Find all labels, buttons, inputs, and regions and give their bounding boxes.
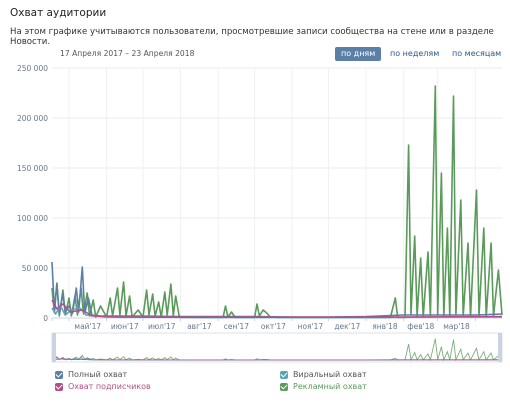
legend-item-ad-reach[interactable]: Рекламный охват — [280, 382, 367, 391]
navigator-series-line — [51, 357, 502, 361]
tab-by-months[interactable]: по месяцам — [452, 49, 502, 58]
checkbox-icon — [55, 370, 63, 379]
page-title: Охват аудитории — [10, 7, 107, 19]
legend-item-subscriber-reach[interactable]: Охват подписчиков — [55, 382, 151, 391]
series-line-Рекламный охват — [51, 85, 503, 319]
x-tick-label: июн'17 — [111, 322, 139, 331]
x-tick-label: авг'17 — [187, 322, 212, 331]
x-tick-label: мар'18 — [443, 322, 470, 331]
legend-label: Охват подписчиков — [68, 382, 151, 391]
legend-item-full-reach[interactable]: Полный охват — [55, 370, 127, 379]
x-tick-label: янв'18 — [372, 322, 398, 331]
x-tick-label: окт'17 — [261, 322, 286, 331]
y-tick-label: 100 000 — [17, 214, 48, 223]
x-tick-label: ноя'17 — [298, 322, 324, 331]
y-tick-label: 0 — [43, 314, 48, 323]
chart-description: На этом графике учитываются пользователи… — [10, 27, 494, 47]
x-tick-label: фев'18 — [407, 322, 434, 331]
legend-label: Виральный охват — [293, 370, 367, 379]
x-tick-label: июл'17 — [148, 322, 176, 331]
legend-item-viral-reach[interactable]: Виральный охват — [280, 370, 367, 379]
checkbox-icon — [280, 382, 288, 391]
y-tick-label: 50 000 — [22, 264, 48, 273]
navigator-handle-left[interactable] — [52, 333, 56, 362]
checkbox-icon — [55, 382, 63, 391]
legend-label: Рекламный охват — [293, 382, 367, 391]
x-tick-label: май'17 — [74, 322, 101, 331]
date-range-label: 17 Апреля 2017 – 23 Апреля 2018 — [60, 49, 195, 58]
y-tick-label: 200 000 — [17, 114, 48, 123]
y-tick-label: 250 000 — [17, 64, 48, 73]
series-line-Охват подписчиков — [51, 299, 503, 319]
legend-label: Полный охват — [68, 370, 128, 379]
checkbox-icon — [280, 370, 288, 379]
x-tick-label: сен'17 — [224, 322, 249, 331]
navigator-frame[interactable] — [51, 332, 503, 363]
x-tick-label: дек'17 — [334, 322, 360, 331]
navigator-series-line — [51, 338, 503, 362]
tab-by-days[interactable]: по дням — [335, 47, 382, 61]
y-tick-label: 150 000 — [17, 164, 48, 173]
tab-by-weeks[interactable]: по неделям — [390, 49, 440, 58]
navigator-handle-right[interactable] — [498, 333, 502, 362]
